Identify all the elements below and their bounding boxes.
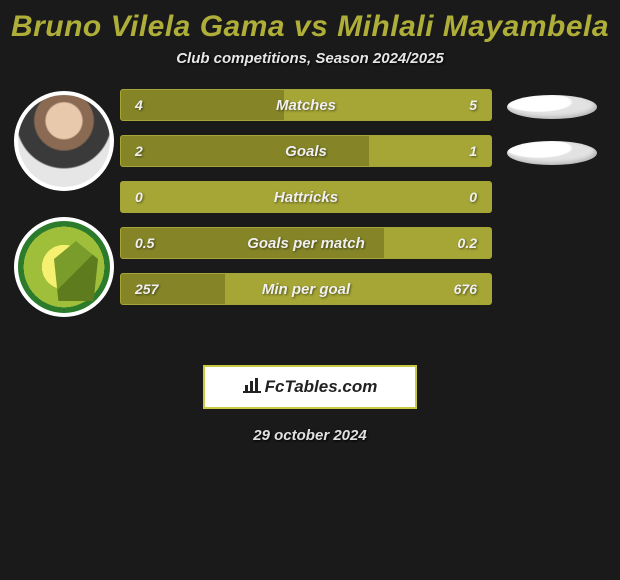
stat-value-right: 0	[469, 189, 477, 205]
ball-icon	[507, 95, 597, 119]
stat-label: Goals per match	[121, 235, 491, 252]
stat-value-right: 5	[469, 97, 477, 113]
ball-slot	[492, 91, 612, 123]
stat-value-right: 676	[454, 281, 477, 297]
stat-bar: 257Min per goal676	[120, 273, 492, 305]
avatar-column	[8, 87, 120, 343]
stat-value-right: 0.2	[458, 235, 477, 251]
brand-text: FcTables.com	[265, 377, 378, 397]
ball-slot	[492, 275, 612, 307]
page-subtitle: Club competitions, Season 2024/2025	[0, 50, 620, 87]
brand-box[interactable]: FcTables.com	[203, 365, 417, 409]
ball-slot	[492, 229, 612, 261]
stat-value-right: 1	[469, 143, 477, 159]
stats-column: 4Matches5 2Goals1 0Hattricks0 0.5Goals per …	[120, 87, 492, 307]
footer-date: 29 october 2024	[0, 409, 620, 444]
stat-label: Goals	[121, 143, 491, 160]
stat-bar: 0.5Goals per match0.2	[120, 227, 492, 259]
page-title: Bruno Vilela Gama vs Mihlali Mayambela	[0, 0, 620, 50]
ball-slot	[492, 183, 612, 215]
ball-slot	[492, 137, 612, 169]
stat-label: Matches	[121, 97, 491, 114]
player-2-club-badge	[14, 217, 114, 317]
stat-bar: 2Goals1	[120, 135, 492, 167]
player-1-avatar	[14, 91, 114, 191]
chart-icon	[243, 377, 261, 398]
stat-label: Min per goal	[121, 281, 491, 298]
ball-icon	[507, 141, 597, 165]
content-row: 4Matches5 2Goals1 0Hattricks0 0.5Goals per …	[0, 87, 620, 343]
balls-column	[492, 87, 612, 307]
stat-label: Hattricks	[121, 189, 491, 206]
stat-bar: 0Hattricks0	[120, 181, 492, 213]
comparison-card: Bruno Vilela Gama vs Mihlali Mayambela C…	[0, 0, 620, 444]
stat-bar: 4Matches5	[120, 89, 492, 121]
